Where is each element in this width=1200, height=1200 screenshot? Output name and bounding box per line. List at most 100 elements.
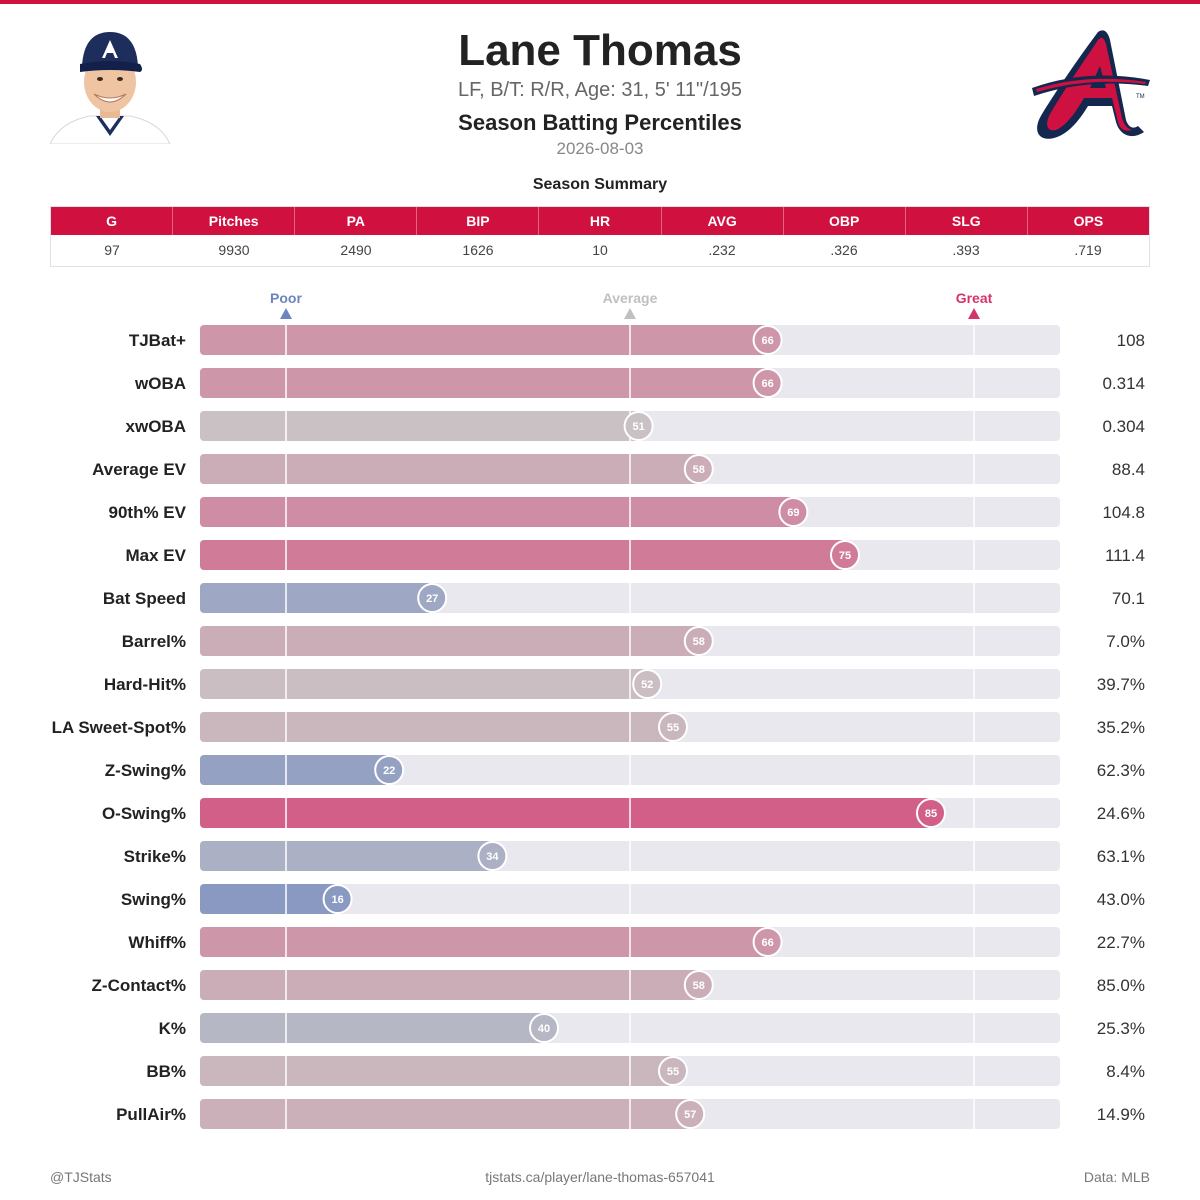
summary-value-cell: .232	[708, 242, 736, 258]
metric-label: Hard-Hit%	[104, 675, 186, 694]
percentile-bar	[200, 1056, 673, 1086]
summary-header-cell: OPS	[1026, 207, 1149, 235]
percentile-dot	[683, 626, 714, 656]
stat-value: 111.4	[1105, 546, 1145, 565]
percentile-bar	[200, 1099, 691, 1129]
metric-label: Barrel%	[122, 632, 186, 651]
stat-value: 62.3%	[1097, 761, 1145, 780]
percentile-bar	[200, 368, 768, 398]
summary-header-cell: G	[106, 213, 117, 229]
percentile-value: 16	[331, 894, 343, 906]
percentile-dot	[658, 712, 688, 742]
summary-value-cell: 97	[104, 242, 120, 258]
percentile-dot	[322, 884, 353, 914]
reference-label-poor: Poor	[270, 290, 302, 306]
player-bio: LF, B/T: R/R, Age: 31, 5' 11"/195	[457, 79, 743, 101]
stat-value: 25.3%	[1097, 1019, 1145, 1038]
percentile-bar	[200, 540, 845, 570]
percentile-dot	[752, 927, 783, 957]
percentile-value: 58	[693, 636, 705, 648]
svg-text:TM: TM	[1136, 94, 1145, 100]
stat-value: 24.6%	[1097, 804, 1145, 823]
percentile-bar	[200, 927, 768, 957]
metric-label: PullAir%	[116, 1105, 186, 1124]
percentile-bar	[200, 669, 648, 699]
metric-label: Z-Swing%	[105, 761, 186, 780]
report-title: Season Batting Percentiles	[458, 110, 742, 135]
percentile-bar	[200, 841, 493, 871]
percentile-value: 58	[693, 980, 705, 992]
percentile-bar	[200, 712, 673, 742]
summary-title: Season Summary	[532, 176, 668, 193]
summary-value-cell: .393	[952, 242, 980, 258]
percentile-bar	[200, 583, 433, 613]
summary-header-row: G Pitches PA BIP HR AVG OBP SLG OPS	[51, 207, 1149, 235]
report-date: 2026-08-03	[556, 139, 644, 158]
summary-value-row: 97 9930 2490 1626 10 .232 .326 .393 .719	[51, 235, 1149, 266]
metric-label: Strike%	[124, 847, 186, 866]
reference-label-great: Great	[956, 290, 993, 306]
percentile-bar	[200, 970, 699, 1000]
reference-label-average: Average	[603, 290, 658, 306]
percentile-dot	[675, 1099, 706, 1129]
stat-value: 7.0%	[1106, 632, 1145, 651]
stat-value: 43.0%	[1097, 890, 1145, 909]
stat-value: 35.2%	[1097, 718, 1145, 737]
percentile-value: 52	[641, 679, 653, 691]
stat-value: 63.1%	[1097, 847, 1145, 866]
percentile-chart: Poor Average Great TJBat+ 66 108 wOBA 66 0.314 xw…	[0, 280, 1200, 1140]
summary-header-cell: HR	[538, 207, 660, 235]
stat-value: 70.1	[1112, 589, 1145, 608]
braves-logo-icon: TM	[1028, 26, 1152, 144]
percentile-dot	[658, 1056, 688, 1086]
percentile-bar	[200, 884, 338, 914]
percentile-value: 57	[684, 1109, 696, 1121]
percentile-dot	[916, 798, 946, 828]
percentile-value: 85	[925, 808, 937, 820]
percentile-bar	[200, 411, 639, 441]
percentile-value: 55	[667, 722, 679, 734]
percentile-value: 58	[693, 464, 705, 476]
summary-value-cell: 9930	[218, 242, 250, 258]
summary-value-cell: 2490	[340, 242, 372, 258]
summary-header-cell: PA	[294, 207, 416, 235]
percentile-value: 22	[383, 765, 395, 777]
metric-label: Bat Speed	[103, 589, 186, 608]
stat-value: 14.9%	[1097, 1105, 1145, 1124]
metric-label: xwOBA	[126, 417, 186, 436]
stat-value: 0.314	[1102, 374, 1145, 393]
player-headshot	[50, 24, 170, 144]
stat-value: 104.8	[1102, 503, 1145, 522]
metric-label: Average EV	[92, 460, 187, 479]
reference-marker-great	[968, 308, 980, 319]
percentile-dot	[830, 540, 860, 570]
percentile-value: 27	[426, 593, 438, 605]
summary-header-cell: BIP	[416, 207, 538, 235]
summary-header-cell: Pitches	[172, 207, 294, 235]
percentile-dot	[778, 497, 809, 527]
season-summary-table: G Pitches PA BIP HR AVG OBP SLG OPS 97 9…	[50, 206, 1150, 267]
summary-header-cell: SLG	[904, 207, 1027, 235]
metric-label: LA Sweet-Spot%	[52, 718, 186, 737]
percentile-dot	[623, 411, 654, 441]
percentile-bar	[200, 755, 390, 785]
metric-label: wOBA	[134, 374, 186, 393]
player-name: Lane Thomas	[458, 26, 742, 75]
percentile-chart-svg: Poor Average Great TJBat+ 66 108 wOBA 66 0.314 xw…	[52, 290, 1145, 1129]
metric-label: Swing%	[121, 890, 186, 909]
stat-value: 88.4	[1112, 460, 1145, 479]
percentile-value: 51	[632, 421, 644, 433]
reference-marker-average	[624, 308, 636, 319]
metric-label: Max EV	[126, 546, 187, 565]
stat-value: 85.0%	[1097, 976, 1145, 995]
summary-value-cell: .719	[1074, 242, 1102, 258]
footer-url[interactable]: tjstats.ca/player/lane-thomas-657041	[485, 1169, 715, 1185]
percentile-dot	[683, 970, 714, 1000]
stat-value: 39.7%	[1097, 675, 1145, 694]
percentile-bar	[200, 798, 931, 828]
percentile-bar	[200, 626, 699, 656]
summary-header-cell: OBP	[782, 207, 905, 235]
metric-label: K%	[159, 1019, 186, 1038]
footer-handle: @TJStats	[50, 1169, 112, 1185]
percentile-value: 66	[761, 335, 773, 347]
